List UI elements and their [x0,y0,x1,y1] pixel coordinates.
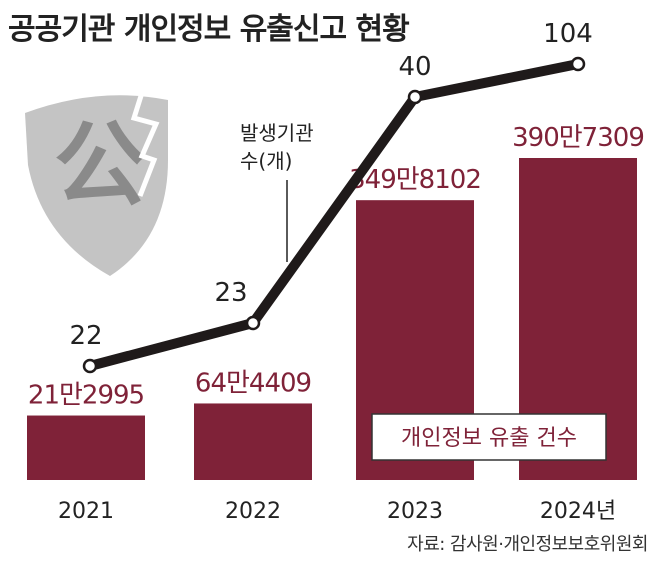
bar-value-label: 390만7309 [512,123,644,153]
emblem-text: 公 [54,112,146,219]
line-value-label: 40 [398,52,431,82]
line-series-label-1: 발생기관 [240,121,314,145]
source-note: 자료: 감사원·개인정보보호위원회 [407,534,648,555]
bar-label-group: 21만2995 64만4409 349만8102 390만7309 [28,123,645,411]
bar-value-label: 21만2995 [28,381,144,411]
broken-shield-icon: 公 [25,79,168,276]
bar-value-label: 349만8102 [349,165,481,195]
x-tick-label: 2021 [58,499,114,524]
shield-shape [25,95,168,276]
line-value-label: 104 [543,19,593,49]
x-axis-ticks: 2021 2022 2023 2024년 [58,499,616,524]
bar-series-name: 개인정보 유출 건수 [401,426,577,451]
line-path [85,59,583,371]
line-point [570,56,586,72]
shield-crack [130,79,160,197]
x-tick-label: 2024년 [540,499,616,524]
line-point [407,89,423,105]
bar-value-label: 64만4409 [195,368,311,398]
bar-1 [194,403,312,480]
line-point [245,315,261,331]
line-series-label-2: 수(개) [240,149,292,173]
line-series: 22 23 40 104 [69,19,593,374]
line-value-label: 23 [214,278,247,308]
bar-series-legend: 개인정보 유출 건수 [371,413,607,461]
page-title: 공공기관 개인정보 유출신고 현황 [8,12,410,47]
x-tick-label: 2023 [387,499,443,524]
x-tick-label: 2022 [225,499,281,524]
bar-0 [27,415,145,480]
line-point [82,358,98,374]
line-value-label: 22 [69,321,102,351]
